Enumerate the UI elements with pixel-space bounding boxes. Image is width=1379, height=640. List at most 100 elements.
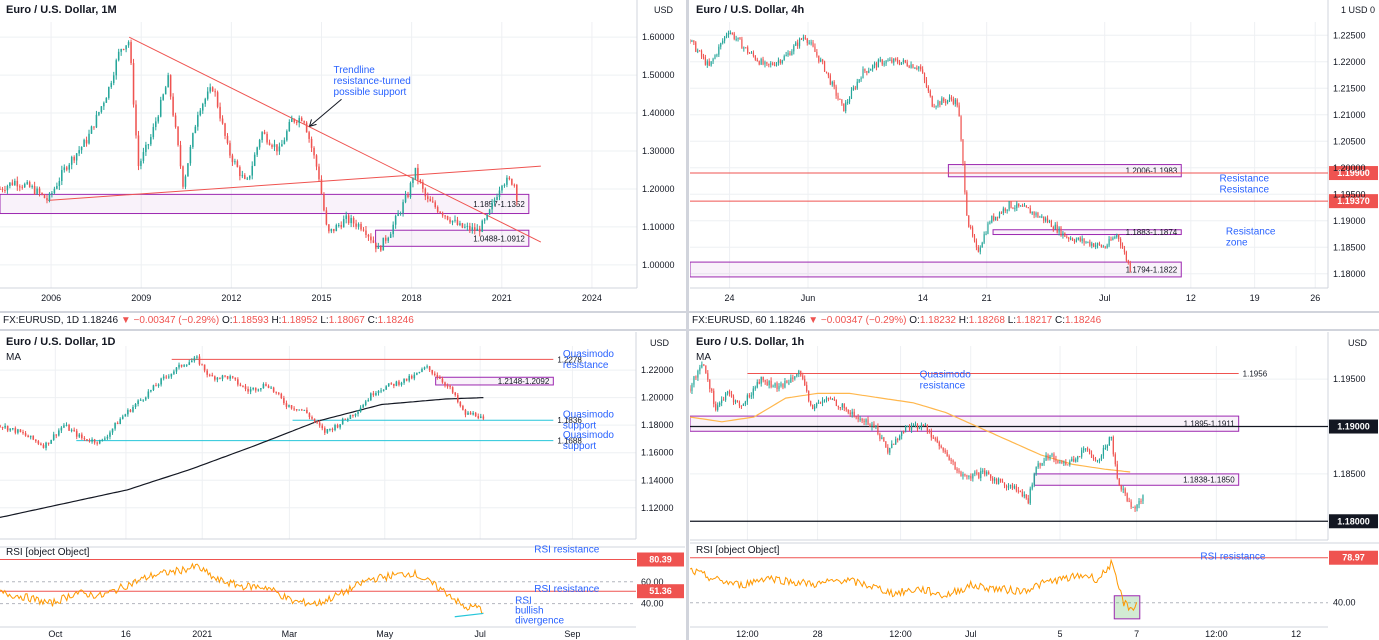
candle-body — [449, 219, 451, 223]
candle-body — [782, 383, 784, 388]
annotation-text: support — [563, 421, 597, 432]
low-label: L: — [320, 315, 329, 326]
zone-label: 1.2148-1.2092 — [498, 377, 550, 386]
candle-body — [303, 121, 305, 123]
chart-svg-monthly[interactable]: 1.1857-1.1352 1.0488-1.0912 Trendlineresis… — [0, 0, 685, 310]
candle-body — [305, 122, 308, 133]
candle-body — [859, 418, 861, 420]
ma-indicator-label[interactable]: MA — [696, 352, 711, 363]
candle-body — [742, 404, 745, 406]
candle-body — [800, 38, 803, 40]
candle-body — [392, 224, 394, 235]
symbol-label[interactable]: FX:EURUSD, 60 — [692, 315, 767, 326]
candle-body — [413, 374, 416, 379]
symbol-label[interactable]: FX:EURUSD, 1D — [3, 315, 80, 326]
x-tick-label: 14 — [918, 293, 928, 303]
rsi-annotation-text: RSI resistance — [534, 544, 599, 555]
candle-body — [298, 409, 301, 411]
candle-body — [789, 52, 791, 56]
rsi-indicator-label[interactable]: RSI [object Object] — [696, 545, 780, 556]
chart-panel-4h[interactable]: 1.2006-1.1983 1.1883-1.1874 1.1794-1.1822 1… — [690, 0, 1379, 310]
chart-svg-daily[interactable]: 1.2148-1.20921.22781.18361.1688Quasimodo… — [0, 332, 685, 640]
candle-body — [899, 435, 901, 440]
ma-indicator-label[interactable]: MA — [6, 352, 21, 363]
candle-body — [831, 399, 834, 401]
candle-body — [1095, 245, 1097, 247]
candle-body — [48, 193, 51, 201]
chart-svg-4h[interactable]: 1.2006-1.1983 1.1883-1.1874 1.1794-1.1822 1… — [690, 0, 1379, 310]
candle-body — [748, 52, 751, 54]
candle-body — [254, 387, 257, 391]
candle-body — [932, 437, 934, 439]
vertical-divider[interactable] — [686, 0, 689, 640]
candle-body — [47, 442, 50, 444]
candle-body — [728, 391, 731, 394]
candle-body — [992, 478, 994, 481]
candle-body — [854, 87, 856, 89]
rsi-divergence-line — [454, 612, 484, 618]
candle-body — [132, 407, 134, 412]
candle-body — [419, 179, 422, 183]
candle-body — [762, 376, 764, 381]
candle-body — [980, 471, 982, 478]
down-arrow-icon: ▼ — [808, 315, 819, 326]
candle-body — [271, 145, 273, 147]
candle-body — [410, 375, 413, 379]
candle-body — [1096, 243, 1099, 246]
candle-body — [26, 182, 28, 184]
candle-body — [889, 448, 891, 453]
candle-body — [1071, 458, 1073, 462]
candle-body — [491, 202, 493, 210]
candle-body — [130, 42, 132, 64]
candle-body — [469, 225, 471, 231]
candle-body — [904, 426, 907, 433]
candle-body — [855, 416, 857, 418]
candle-body — [940, 446, 942, 448]
y-tick-label: 1.16000 — [641, 448, 674, 458]
candle-body — [1071, 238, 1074, 241]
candle-body — [837, 95, 839, 99]
horizontal-divider[interactable] — [0, 311, 1379, 313]
candle-body — [333, 228, 335, 232]
candle-body — [150, 137, 152, 145]
candle-body — [713, 390, 715, 404]
candle-body — [1029, 208, 1031, 214]
rsi-indicator-label[interactable]: RSI [object Object] — [6, 547, 90, 558]
open-label: O: — [909, 315, 920, 326]
candle-body — [454, 219, 456, 221]
candle-body — [733, 33, 735, 39]
candle-body — [182, 166, 184, 187]
candle-body — [444, 215, 446, 217]
candle-body — [1031, 211, 1033, 214]
candle-body — [330, 228, 333, 232]
candle-body — [451, 220, 454, 223]
candle-body — [503, 184, 506, 186]
chart-panel-monthly[interactable]: 1.1857-1.1352 1.0488-1.0912 Trendline resis… — [0, 0, 685, 310]
chart-panel-daily[interactable]: 1.2148-1.2092 1.2278 1.1836 1.1688 Quasimodo… — [0, 332, 685, 640]
chart-svg-hourly[interactable]: 1.1895-1.1911 1.1838-1.1850 1.1956 1.19000 1… — [690, 332, 1379, 640]
candle-body — [105, 97, 108, 103]
candle-body — [916, 68, 918, 70]
candle-body — [1116, 234, 1118, 238]
candle-body — [219, 377, 221, 379]
chart-panel-hourly[interactable]: 1.1895-1.1911 1.1838-1.1850 1.1956 1.19000 1… — [690, 332, 1379, 640]
x-tick-label: Jul — [1099, 293, 1111, 303]
candle-body — [962, 139, 964, 164]
x-tick-label: 16 — [121, 629, 131, 639]
candle-body — [52, 434, 55, 440]
candle-body — [1132, 506, 1134, 508]
horizontal-divider[interactable] — [0, 329, 1379, 331]
chart-title: Euro / U.S. Dollar, 1h — [696, 336, 805, 348]
candle-body — [365, 230, 367, 236]
candle-body — [693, 376, 695, 385]
candle-body — [843, 403, 845, 408]
y-tick-label: 1.50000 — [642, 70, 675, 80]
candle-body — [278, 146, 281, 152]
candle-body — [766, 62, 768, 64]
candle-body — [1108, 239, 1110, 246]
candle-body — [916, 424, 919, 429]
candle-body — [900, 62, 903, 65]
open-value: 1.18593 — [232, 315, 269, 326]
candle-body — [725, 34, 728, 37]
candle-body — [433, 373, 436, 376]
